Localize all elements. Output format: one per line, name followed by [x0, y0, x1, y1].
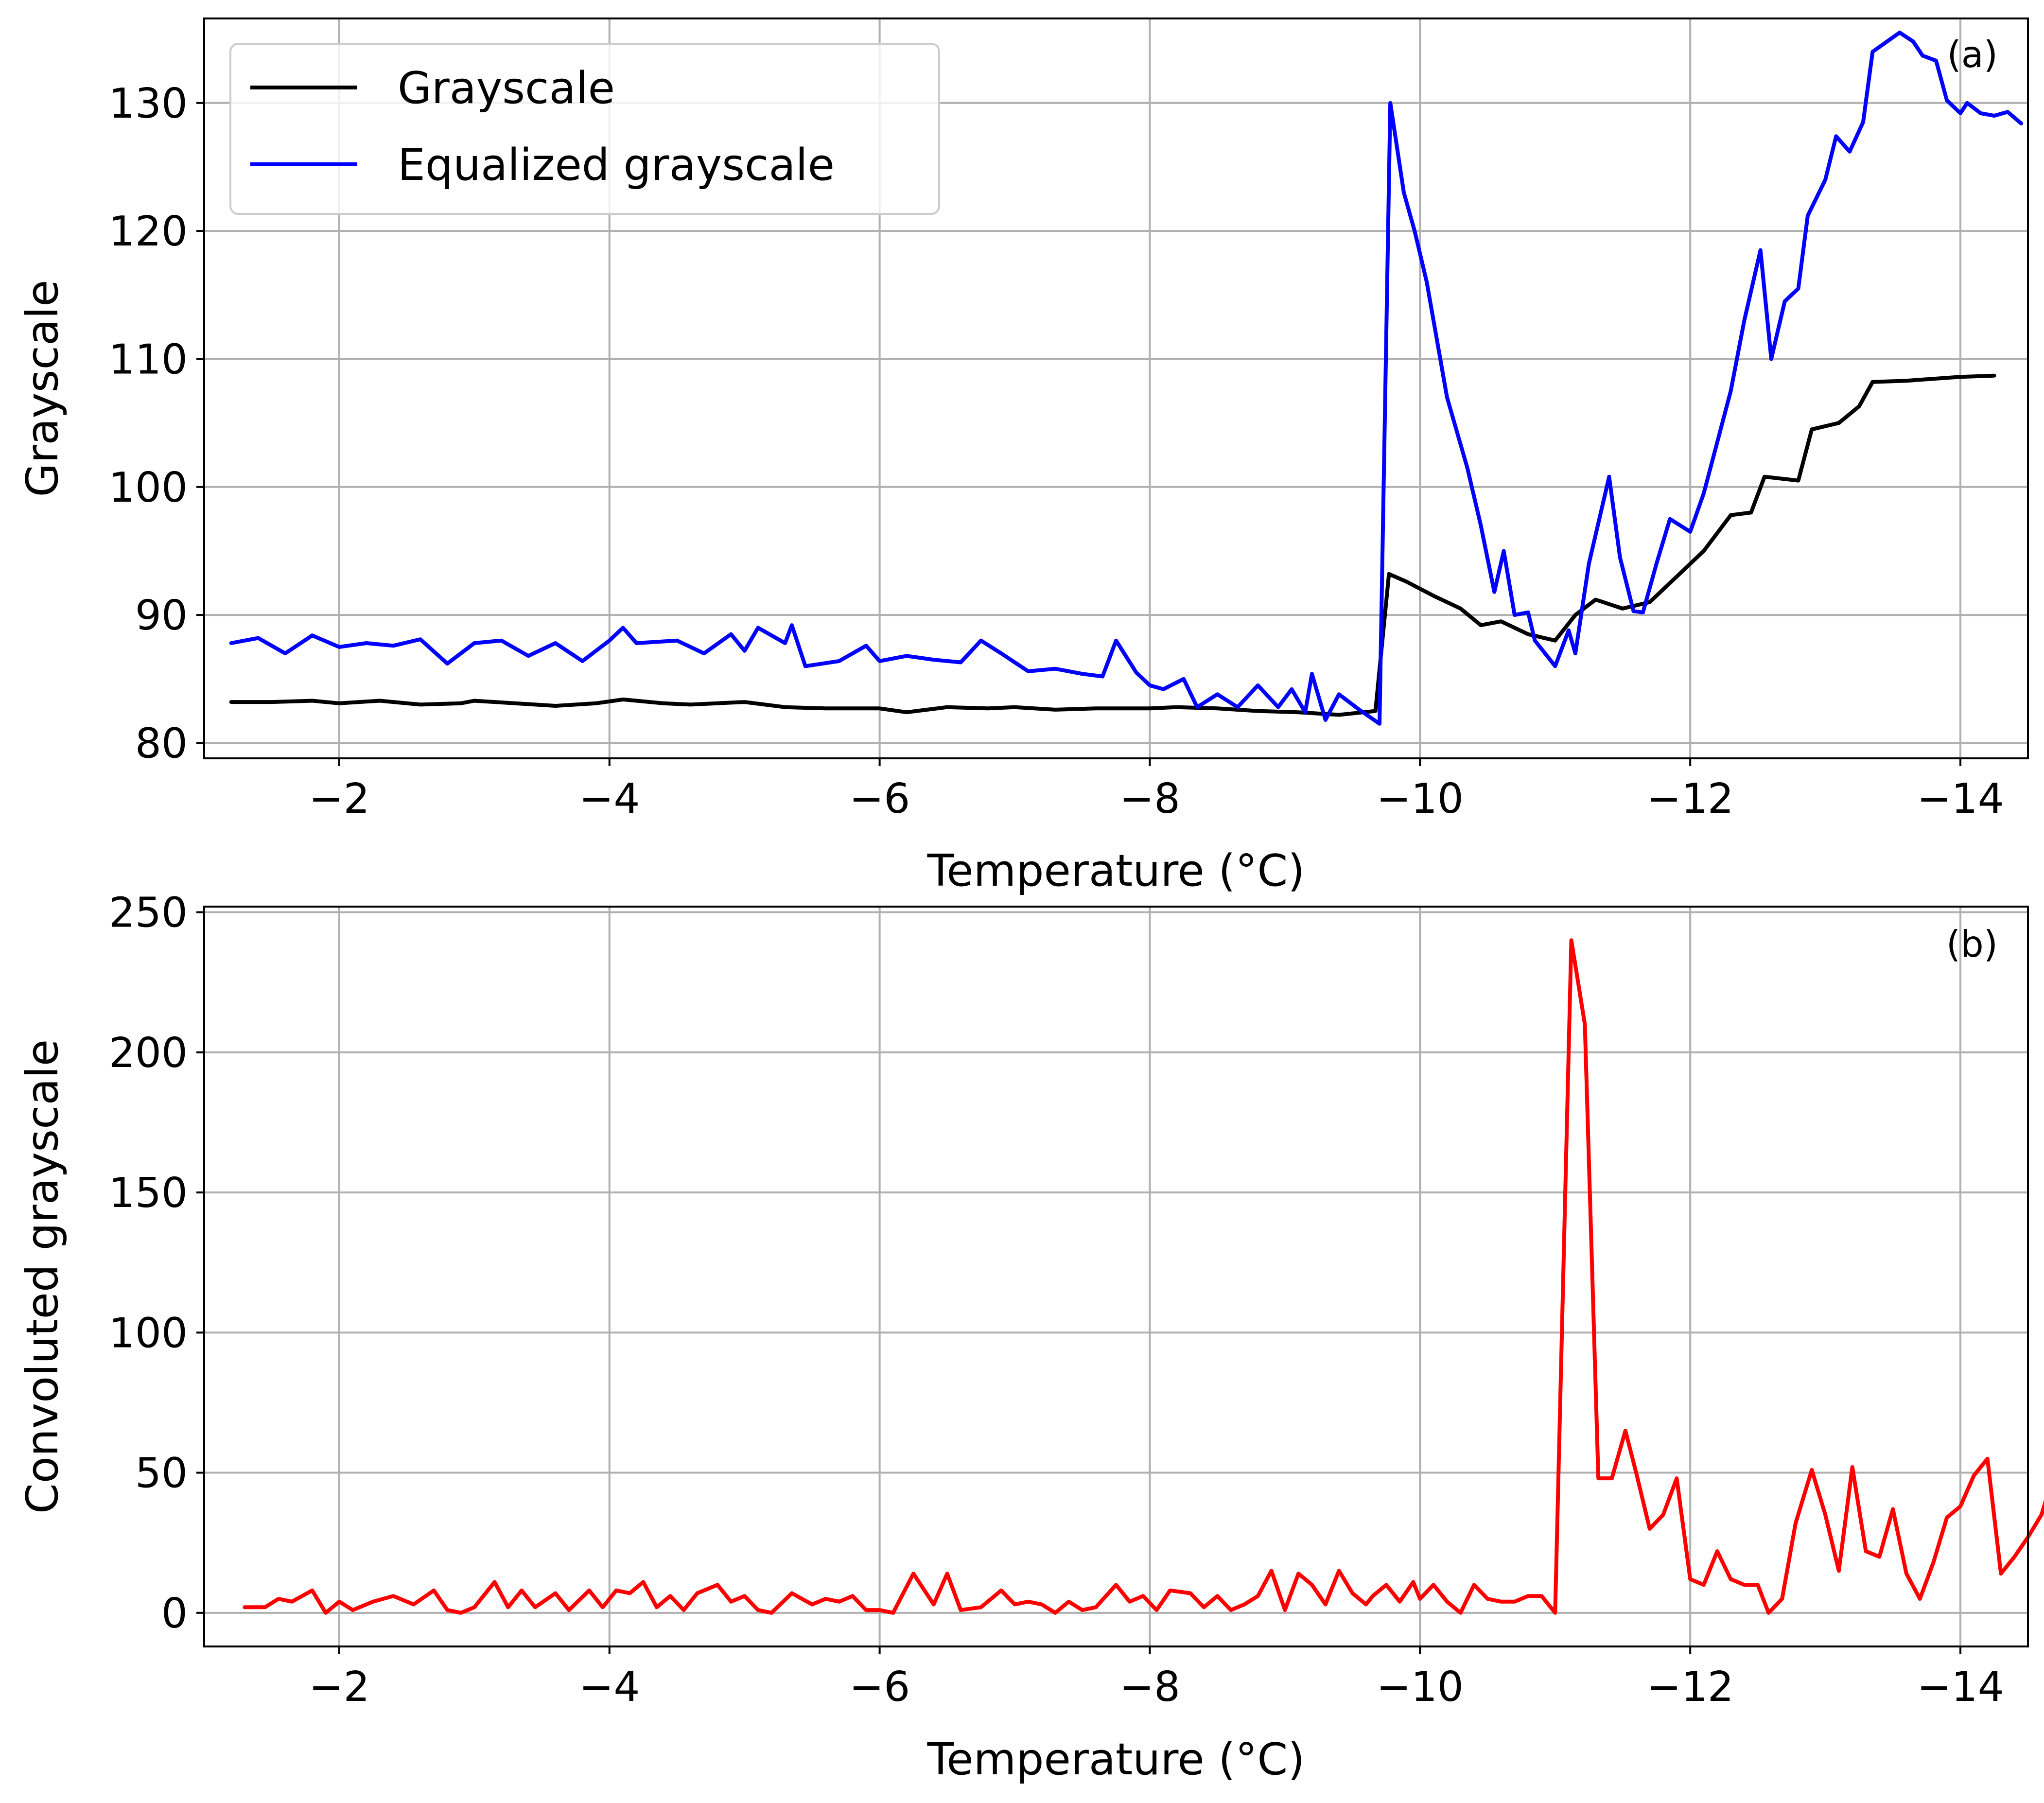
x-tick-label: −6: [849, 775, 910, 823]
x-tick-label: −4: [579, 775, 640, 823]
y-tick-label: 200: [109, 1029, 188, 1077]
grid-a: [204, 18, 2028, 758]
x-tick-label: −4: [579, 1663, 640, 1711]
y-tick-label: 130: [109, 80, 188, 128]
x-tick-label: −2: [309, 1663, 369, 1711]
grid-b: [204, 907, 2028, 1646]
plot-frame-a: [203, 18, 2029, 759]
y-tick-label: 250: [109, 889, 188, 937]
y-axis-label-a: Grayscale: [17, 280, 68, 497]
y-axis-label-b: Convoluted grayscale: [17, 1039, 68, 1514]
x-tick-label: −10: [1377, 1663, 1464, 1711]
x-tick-label: −6: [849, 1663, 910, 1711]
x-ticks-a: −2 −4 −6 −8 −10 −12 −14: [309, 758, 2004, 823]
legend-label-equalized: Equalized grayscale: [398, 140, 835, 191]
y-tick-label: 100: [109, 1309, 188, 1357]
x-axis-label-b: Temperature (°C): [927, 1734, 1305, 1785]
y-tick-label: 110: [109, 335, 188, 384]
y-ticks-b: 0 50 100 150 200 250: [109, 889, 204, 1638]
series-b: [243, 938, 2044, 1615]
y-tick-label: 120: [109, 208, 188, 256]
panel-label-a: (a): [1947, 33, 1998, 76]
y-tick-label: 0: [161, 1590, 188, 1638]
x-tick-label: −10: [1377, 775, 1464, 823]
x-tick-label: −8: [1119, 1663, 1180, 1711]
x-tick-label: −8: [1119, 775, 1180, 823]
x-tick-label: −12: [1646, 1663, 1733, 1711]
x-ticks-b: −2 −4 −6 −8 −10 −12 −14: [309, 1646, 2004, 1711]
y-ticks-a: 80 90 100 110 120 130: [109, 80, 204, 768]
panel-label-b: (b): [1946, 923, 1998, 965]
x-tick-label: −12: [1646, 775, 1733, 823]
series-line-equalized-grayscale: [229, 31, 2024, 726]
y-tick-label: 80: [135, 719, 188, 768]
x-tick-label: −14: [1917, 775, 2004, 823]
series-line-convoluted-grayscale: [243, 938, 2044, 1615]
plot-frame-b: [203, 906, 2029, 1647]
x-axis-label-a: Temperature (°C): [927, 845, 1305, 896]
legend: Grayscale Equalized grayscale: [229, 43, 940, 215]
x-tick-label: −14: [1917, 1663, 2004, 1711]
series-a: [229, 31, 2024, 726]
y-tick-label: 100: [109, 464, 188, 512]
y-tick-label: 150: [109, 1169, 188, 1217]
legend-box: [229, 43, 940, 215]
x-tick-label: −2: [309, 775, 369, 823]
panel-a: −2 −4 −6 −8 −10 −12 −14 80 90 100 110 120 130 Tempe…: [17, 18, 2029, 896]
y-tick-label: 50: [135, 1450, 188, 1498]
series-line-grayscale: [229, 373, 1996, 717]
y-tick-label: 90: [135, 592, 188, 640]
legend-label-grayscale: Grayscale: [398, 63, 615, 114]
panel-b: −2 −4 −6 −8 −10 −12 −14 0 50 100 150 200 250 Temper…: [17, 889, 2044, 1785]
